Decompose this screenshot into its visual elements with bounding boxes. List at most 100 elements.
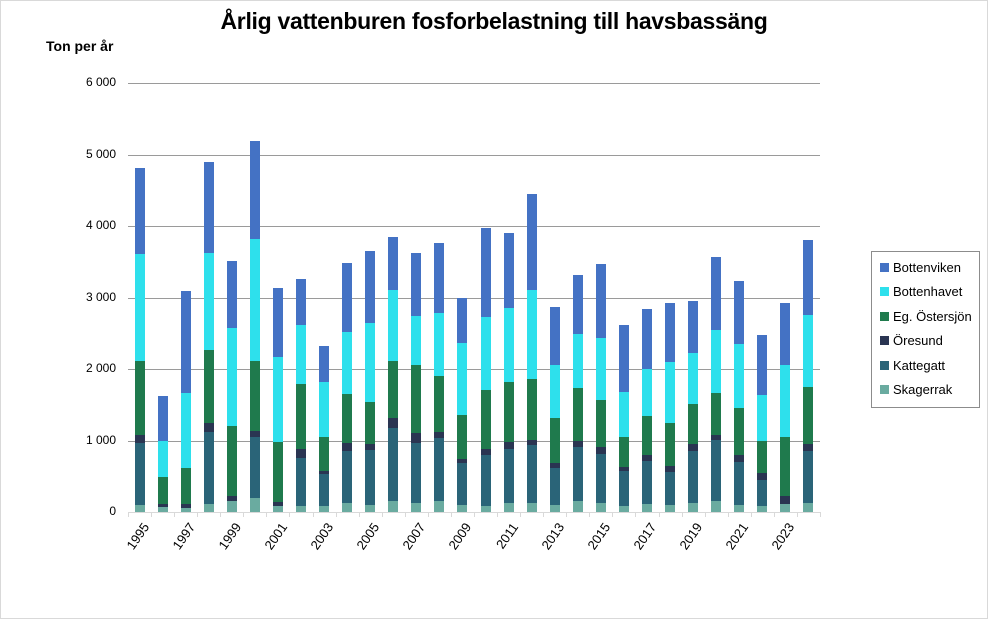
bar-segment — [249, 361, 260, 431]
bar-segment — [342, 262, 353, 332]
legend-swatch-icon — [880, 336, 889, 345]
bar-segment — [319, 506, 330, 512]
x-tick-mark — [266, 512, 268, 517]
bar-segment — [180, 467, 191, 505]
bar-segment — [803, 451, 814, 503]
bar-segment — [249, 238, 260, 362]
bar-2019 — [688, 301, 699, 512]
bar-segment — [642, 369, 652, 417]
bar-segment — [457, 414, 468, 460]
bar-segment — [549, 467, 560, 505]
bar-segment — [757, 441, 768, 474]
bar-segment — [342, 450, 353, 504]
bar-segment — [480, 454, 491, 507]
bar-2023 — [780, 302, 791, 512]
bar-segment — [595, 399, 606, 447]
bar-segment — [665, 466, 676, 472]
bar-segment — [134, 442, 145, 505]
bar-segment — [365, 504, 376, 512]
bar-segment — [226, 495, 237, 502]
bar-segment — [734, 344, 745, 408]
bar-2022 — [757, 334, 768, 512]
x-tick-mark — [658, 512, 660, 517]
x-tick-mark — [404, 512, 406, 517]
x-tick-mark — [335, 512, 337, 517]
bar-segment — [503, 503, 514, 512]
legend-item: Skagerrak — [880, 381, 952, 399]
bar-segment — [388, 501, 399, 512]
legend-label: Öresund — [893, 333, 943, 348]
bar-segment — [549, 462, 560, 468]
bar-segment — [180, 504, 191, 508]
bar-segment — [503, 449, 514, 504]
gridline — [128, 369, 820, 370]
bar-2005 — [365, 251, 376, 512]
gridline — [128, 154, 820, 156]
bar-segment — [803, 240, 814, 315]
bar-segment — [734, 504, 745, 512]
bar-segment — [549, 364, 560, 419]
y-tick-label: 0 — [109, 504, 116, 518]
bar-segment — [665, 504, 676, 512]
bar-segment — [734, 281, 745, 345]
bar-segment — [572, 446, 583, 502]
bar-segment — [595, 337, 606, 400]
bar-segment — [157, 507, 168, 512]
bar-2007 — [411, 253, 422, 512]
bar-segment — [572, 440, 583, 447]
y-tick-label: 1 000 — [85, 432, 116, 447]
bar-segment — [134, 253, 145, 362]
bar-segment — [226, 261, 237, 329]
bar-2018 — [665, 302, 676, 512]
bar-segment — [249, 140, 260, 239]
bar-segment — [296, 457, 306, 506]
y-tick-label: 4 000 — [85, 218, 116, 232]
bar-segment — [526, 289, 537, 380]
bar-segment — [665, 471, 676, 505]
bar-segment — [457, 297, 468, 343]
x-tick-mark — [750, 512, 752, 517]
y-tick-label: 6 000 — [85, 75, 116, 89]
bar-segment — [365, 251, 376, 324]
bar-segment — [134, 504, 145, 512]
x-tick-mark — [450, 512, 452, 517]
bar-2010 — [480, 228, 491, 512]
bar-segment — [342, 394, 353, 444]
x-tick-mark — [289, 512, 291, 517]
y-axis-label: Ton per år — [46, 38, 114, 54]
bar-segment — [272, 441, 283, 502]
bar-segment — [157, 441, 168, 477]
bar-segment — [572, 387, 583, 441]
bar-segment — [803, 386, 814, 445]
bar-2003 — [319, 346, 330, 512]
legend-swatch-icon — [880, 360, 889, 370]
y-tick-label: 3 000 — [85, 289, 116, 304]
legend: Bottenviken Bottenhavet Eg. Östersjön Öresu… — [871, 251, 980, 408]
bar-segment — [272, 356, 283, 442]
bar-segment — [180, 507, 191, 512]
bar-segment — [780, 364, 791, 437]
bar-segment — [411, 365, 422, 433]
bar-segment — [665, 302, 676, 362]
bar-segment — [618, 466, 629, 471]
bar-segment — [134, 434, 145, 443]
bar-1997 — [180, 291, 191, 512]
x-tick-mark — [151, 512, 153, 517]
legend-swatch-icon — [880, 385, 889, 394]
bar-segment — [365, 444, 376, 450]
bar-segment — [457, 504, 468, 512]
bar-segment — [780, 495, 791, 505]
bar-2000 — [249, 140, 260, 512]
legend-swatch-icon — [880, 287, 889, 296]
bar-segment — [342, 443, 353, 451]
bar-segment — [780, 504, 791, 512]
chart-title: Årlig vattenburen fosforbelastning till … — [220, 8, 768, 34]
bar-segment — [642, 461, 652, 505]
legend-label: Skagerrak — [893, 382, 953, 397]
bar-segment — [226, 501, 237, 512]
bar-segment — [688, 404, 699, 445]
bar-2024 — [803, 240, 814, 512]
bar-segment — [526, 444, 537, 503]
x-tick-mark — [220, 512, 222, 517]
x-tick-mark — [474, 512, 475, 517]
